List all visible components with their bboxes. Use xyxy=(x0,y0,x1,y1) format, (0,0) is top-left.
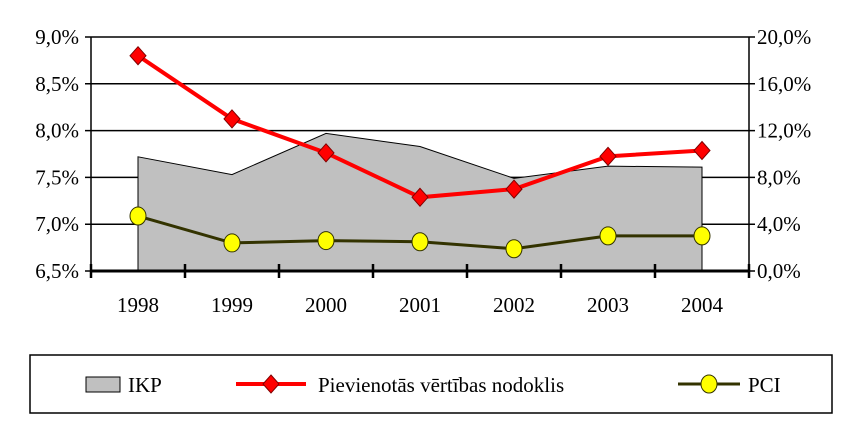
legend-label-pvn: Pievienotās vērtības nodoklis xyxy=(318,373,564,397)
axes: 6,5% 7,0% 7,5% 8,0% 8,5% 9,0% 0,0% 4,0% 8,0% 12,0… xyxy=(35,25,811,317)
x-tick-label: 2002 xyxy=(493,293,535,317)
circle-marker xyxy=(599,226,617,246)
x-tick-label: 1998 xyxy=(117,293,159,317)
left-tick-label: 6,5% xyxy=(35,259,79,283)
right-tick-label: 16,0% xyxy=(757,72,811,96)
circle-marker xyxy=(223,233,241,253)
left-tick-label: 7,0% xyxy=(35,212,79,236)
left-tick-label: 8,0% xyxy=(35,119,79,143)
circle-marker xyxy=(693,226,711,246)
diamond-marker xyxy=(317,143,335,163)
circle-marker xyxy=(700,374,718,394)
legend-swatch-ikp xyxy=(85,376,121,393)
circle-marker xyxy=(317,231,335,251)
x-tick-label: 2004 xyxy=(681,293,724,317)
x-tick-label: 1999 xyxy=(211,293,253,317)
left-tick-label: 7,5% xyxy=(35,165,79,189)
legend-label-pci: PCI xyxy=(748,373,781,397)
left-tick-label: 8,5% xyxy=(35,72,79,96)
legend: IKP Pievienotās vērtības nodoklis PCI xyxy=(29,354,833,414)
diamond-marker xyxy=(223,109,241,129)
circle-marker xyxy=(411,232,429,252)
diamond-marker xyxy=(262,374,280,394)
legend-label-ikp: IKP xyxy=(128,373,162,397)
line-series xyxy=(129,45,711,259)
left-tick-label: 9,0% xyxy=(35,25,79,49)
x-tick-label: 2003 xyxy=(587,293,629,317)
right-tick-label: 12,0% xyxy=(757,119,811,143)
diamond-marker xyxy=(411,187,429,208)
right-tick-label: 20,0% xyxy=(757,25,811,49)
x-tick-label: 2001 xyxy=(399,293,441,317)
right-tick-label: 8,0% xyxy=(757,165,801,189)
diamond-marker xyxy=(693,140,711,161)
diamond-marker xyxy=(129,45,147,66)
circle-marker xyxy=(129,206,147,226)
diamond-marker xyxy=(599,146,617,167)
circle-marker xyxy=(505,239,523,259)
x-tick-label: 2000 xyxy=(305,293,347,317)
right-tick-label: 0,0% xyxy=(757,259,801,283)
right-tick-label: 4,0% xyxy=(757,212,801,236)
diamond-marker xyxy=(505,179,523,199)
